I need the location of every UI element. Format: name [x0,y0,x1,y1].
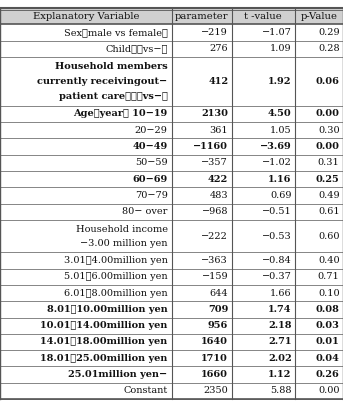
Text: Household income: Household income [75,224,168,233]
Text: 1710: 1710 [201,354,228,363]
Text: 2.71: 2.71 [268,337,292,347]
Text: 3.01～4.00million yen: 3.01～4.00million yen [64,256,168,265]
Text: 2.18: 2.18 [268,321,292,330]
Text: 422: 422 [208,174,228,184]
Text: 0.00: 0.00 [316,110,340,118]
Text: Explanatory Variable: Explanatory Variable [33,12,139,21]
Text: 644: 644 [210,289,228,297]
Text: 276: 276 [210,44,228,53]
Text: 0.61: 0.61 [318,207,340,216]
Text: 361: 361 [210,126,228,135]
Text: 0.31: 0.31 [318,158,340,167]
Text: 0.29: 0.29 [318,28,340,37]
Text: 0.69: 0.69 [270,191,292,200]
Text: p-Value: p-Value [300,12,338,21]
Text: 412: 412 [208,77,228,86]
Text: 1.05: 1.05 [270,126,292,135]
Text: 483: 483 [210,191,228,200]
Text: −357: −357 [201,158,228,167]
Text: 0.10: 0.10 [318,289,340,297]
Text: patient care　（＋vs−）: patient care （＋vs−） [59,91,168,101]
Text: t -value: t -value [245,12,282,21]
Text: −0.53: −0.53 [262,232,292,241]
Text: −968: −968 [202,207,228,216]
Text: Constant: Constant [123,386,168,395]
Text: 0.49: 0.49 [318,191,340,200]
Text: 50−59: 50−59 [135,158,168,167]
Text: 0.25: 0.25 [316,174,340,184]
Text: 0.71: 0.71 [318,272,340,281]
Text: 2.02: 2.02 [268,354,292,363]
Text: 956: 956 [208,321,228,330]
Text: Sex（male vs female）: Sex（male vs female） [64,28,168,37]
Text: 1640: 1640 [201,337,228,347]
Text: 8.01～10.00million yen: 8.01～10.00million yen [47,305,168,314]
Text: 1.12: 1.12 [268,370,292,379]
Text: −3.00 million yen: −3.00 million yen [80,239,168,248]
Text: −159: −159 [202,272,228,281]
Text: currently receivingout−: currently receivingout− [37,77,168,86]
Text: −363: −363 [201,256,228,265]
Text: 1660: 1660 [201,370,228,379]
Text: 0.00: 0.00 [318,386,340,395]
Text: 40−49: 40−49 [132,142,168,151]
Text: 1.66: 1.66 [270,289,292,297]
Text: 1.92: 1.92 [268,77,292,86]
Text: −3.69: −3.69 [260,142,292,151]
Text: 5.01～6.00million yen: 5.01～6.00million yen [64,272,168,281]
Text: 0.01: 0.01 [316,337,340,347]
Text: 6.01～8.00million yen: 6.01～8.00million yen [64,289,168,297]
Text: 2350: 2350 [203,386,228,395]
Text: 5.88: 5.88 [270,386,292,395]
Text: 80− over: 80− over [122,207,168,216]
Text: −1.02: −1.02 [262,158,292,167]
Text: 0.30: 0.30 [318,126,340,135]
Bar [0,8,343,24]
Text: 0.08: 0.08 [316,305,340,314]
Text: 10.01～14.00million yen: 10.01～14.00million yen [40,321,168,330]
Text: 0.26: 0.26 [316,370,340,379]
Text: 0.03: 0.03 [316,321,340,330]
Text: −219: −219 [201,28,228,37]
Text: 0.60: 0.60 [318,232,340,241]
Text: 60−69: 60−69 [132,174,168,184]
Text: Child（＋vs−）: Child（＋vs−） [105,44,168,53]
Text: 18.01～25.00million yen: 18.01～25.00million yen [40,354,168,363]
Text: parameter: parameter [175,12,228,21]
Text: 0.00: 0.00 [316,142,340,151]
Text: −0.37: −0.37 [262,272,292,281]
Text: 14.01～18.00million yen: 14.01～18.00million yen [40,337,168,347]
Text: −1.07: −1.07 [262,28,292,37]
Text: 1.16: 1.16 [268,174,292,184]
Text: Household members: Household members [55,62,168,71]
Text: Age（year） 10−19: Age（year） 10−19 [73,110,168,118]
Text: 70−79: 70−79 [135,191,168,200]
Text: 1.74: 1.74 [268,305,292,314]
Text: 1.09: 1.09 [270,44,292,53]
Text: −222: −222 [201,232,228,241]
Text: 25.01million yen−: 25.01million yen− [69,370,168,379]
Text: 709: 709 [208,305,228,314]
Text: 0.40: 0.40 [318,256,340,265]
Text: −0.51: −0.51 [262,207,292,216]
Text: −1160: −1160 [193,142,228,151]
Text: 0.04: 0.04 [316,354,340,363]
Text: 4.50: 4.50 [268,110,292,118]
Text: 2130: 2130 [201,110,228,118]
Text: 20−29: 20−29 [135,126,168,135]
Text: 0.28: 0.28 [318,44,340,53]
Text: 0.06: 0.06 [316,77,340,86]
Text: −0.84: −0.84 [262,256,292,265]
